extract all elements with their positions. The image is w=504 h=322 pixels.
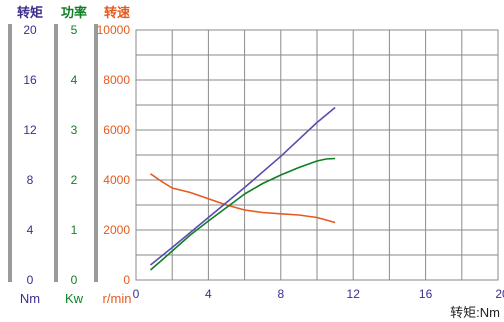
x-axis-label: 转矩:Nm bbox=[450, 305, 500, 320]
speed-tick-label: 10000 bbox=[97, 23, 131, 37]
speed-tick-label: 2000 bbox=[103, 223, 130, 237]
torque-tick-label: 12 bbox=[23, 123, 37, 137]
torque-series-line bbox=[149, 106, 336, 266]
speed-tick-label: 8000 bbox=[103, 73, 130, 87]
torque-tick-label: 0 bbox=[27, 273, 34, 287]
grid bbox=[135, 29, 499, 281]
speed-tick-label: 0 bbox=[123, 273, 130, 287]
speed-axis-title: 转速 bbox=[104, 5, 130, 21]
x-axis: 0 4 8 12 16 20 bbox=[133, 287, 504, 301]
speed-tick-label: 6000 bbox=[103, 123, 130, 137]
power-axis-title: 功率 bbox=[61, 5, 87, 21]
speed-tick-label: 4000 bbox=[103, 173, 130, 187]
x-tick-label: 8 bbox=[277, 287, 284, 301]
x-tick-label: 16 bbox=[419, 287, 433, 301]
x-tick-label: 12 bbox=[347, 287, 361, 301]
power-axis-bar bbox=[54, 24, 58, 282]
torque-axis-unit: Nm bbox=[20, 291, 40, 306]
series bbox=[149, 106, 336, 271]
x-tick-label: 4 bbox=[205, 287, 212, 301]
x-tick-label: 0 bbox=[133, 287, 140, 301]
torque-tick-label: 4 bbox=[27, 223, 34, 237]
speed-axis-unit: r/min bbox=[103, 291, 132, 306]
left-axes: 转矩 20 16 12 8 4 0 Nm 功率 5 4 3 2 1 0 Kw 转速 10000 8000 6000 40… bbox=[17, 5, 131, 306]
power-axis-unit: Kw bbox=[65, 291, 84, 306]
power-tick-label: 3 bbox=[71, 123, 78, 137]
axis-bars bbox=[8, 24, 98, 282]
torque-tick-label: 8 bbox=[27, 173, 34, 187]
speed-series-line bbox=[150, 173, 336, 224]
power-tick-label: 2 bbox=[71, 173, 78, 187]
power-tick-label: 4 bbox=[71, 73, 78, 87]
power-tick-label: 0 bbox=[71, 273, 78, 287]
torque-axis-title: 转矩 bbox=[17, 5, 43, 21]
torque-tick-label: 16 bbox=[23, 73, 37, 87]
x-tick-label: 20 bbox=[495, 287, 504, 301]
speed-axis-bar bbox=[94, 24, 98, 282]
power-series-line bbox=[149, 157, 336, 271]
power-tick-label: 5 bbox=[71, 23, 78, 37]
power-tick-label: 1 bbox=[71, 223, 78, 237]
torque-tick-label: 20 bbox=[23, 23, 37, 37]
torque-axis-bar bbox=[8, 24, 12, 282]
